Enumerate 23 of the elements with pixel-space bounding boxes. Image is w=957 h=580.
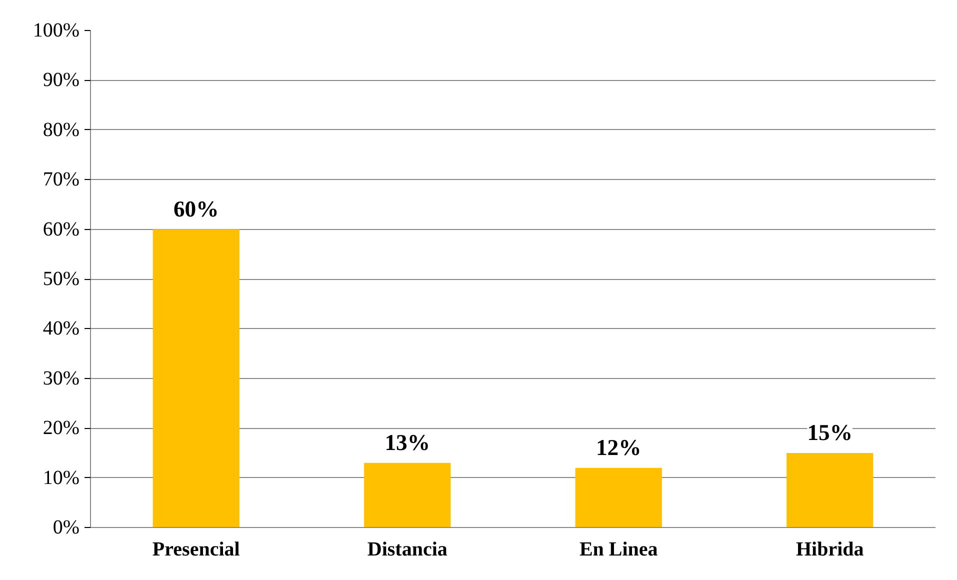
x-tick-label: Hibrida <box>796 538 864 560</box>
y-tick-label: 90% <box>42 69 80 92</box>
y-tick-label: 40% <box>42 318 80 340</box>
x-tick-label: Presencial <box>152 538 240 560</box>
data-label: 12% <box>596 434 642 460</box>
y-tick-label: 20% <box>42 417 80 440</box>
y-tick-label: 50% <box>42 268 80 290</box>
y-tick-label: 30% <box>42 367 80 390</box>
bar <box>364 462 451 528</box>
data-label: 60% <box>173 196 219 222</box>
data-label: 15% <box>807 420 853 445</box>
y-tick-label: 0% <box>52 516 80 538</box>
x-tick-label: En Linea <box>579 538 658 560</box>
data-label: 13% <box>384 430 430 455</box>
y-tick-label: 70% <box>42 168 80 191</box>
bar <box>575 468 662 528</box>
x-tick-label: Distancia <box>367 538 448 560</box>
bar <box>786 452 874 528</box>
y-tick-label: 100% <box>32 20 80 42</box>
bar <box>152 229 240 528</box>
y-tick-label: 10% <box>42 466 80 489</box>
y-tick-label: 80% <box>42 118 80 141</box>
y-tick-label: 60% <box>42 218 80 240</box>
